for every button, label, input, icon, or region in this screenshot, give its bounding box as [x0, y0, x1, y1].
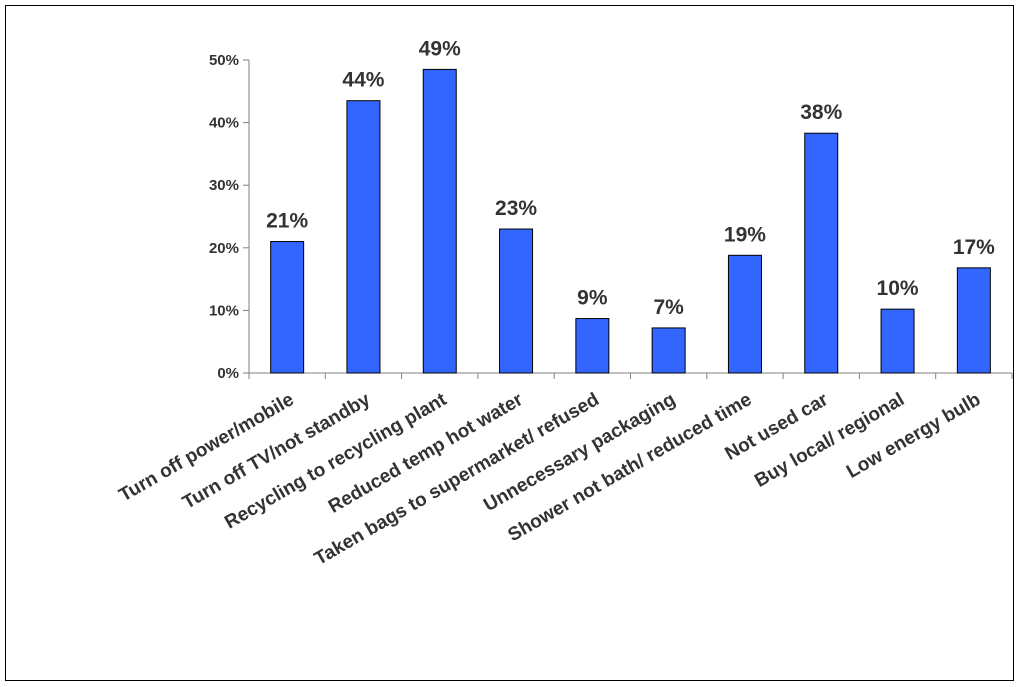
- bar: [727, 254, 762, 374]
- y-tick-label: 0%: [217, 365, 239, 382]
- y-tick-label: 30%: [209, 177, 239, 194]
- y-tick-label: 50%: [209, 52, 239, 69]
- data-label: 19%: [724, 223, 766, 246]
- data-label: 17%: [953, 236, 995, 259]
- data-label: 38%: [800, 101, 842, 124]
- chart-frame: 0% 10% 20% 30% 40% 50% 21% 44% 49% 23% 9% 7% 19% 38%…: [5, 5, 1014, 681]
- data-label: 10%: [877, 277, 919, 300]
- bar: [956, 267, 991, 374]
- bar: [346, 100, 381, 374]
- y-tick-label: 40%: [209, 115, 239, 132]
- bar: [880, 308, 915, 374]
- bar: [270, 241, 305, 374]
- y-axis-ticks: 0% 10% 20% 30% 40% 50%: [209, 52, 249, 382]
- data-labels: 21% 44% 49% 23% 9% 7% 19% 38% 10% 17%: [266, 37, 995, 319]
- bar: [422, 68, 457, 374]
- y-tick-label: 10%: [209, 302, 239, 319]
- data-label: 49%: [419, 37, 461, 60]
- y-tick-label: 20%: [209, 240, 239, 257]
- bar-chart: 0% 10% 20% 30% 40% 50% 21% 44% 49% 23% 9% 7% 19% 38%…: [116, 37, 1013, 570]
- bar: [804, 132, 839, 374]
- bars: [270, 68, 991, 374]
- data-label: 44%: [342, 69, 384, 92]
- bar: [651, 327, 686, 374]
- bar: [575, 318, 610, 374]
- bar: [499, 228, 534, 374]
- data-label: 9%: [577, 287, 608, 310]
- data-label: 7%: [653, 296, 684, 319]
- data-label: 23%: [495, 197, 537, 220]
- category-label: Low energy bulb: [843, 389, 984, 483]
- data-label: 21%: [266, 210, 308, 233]
